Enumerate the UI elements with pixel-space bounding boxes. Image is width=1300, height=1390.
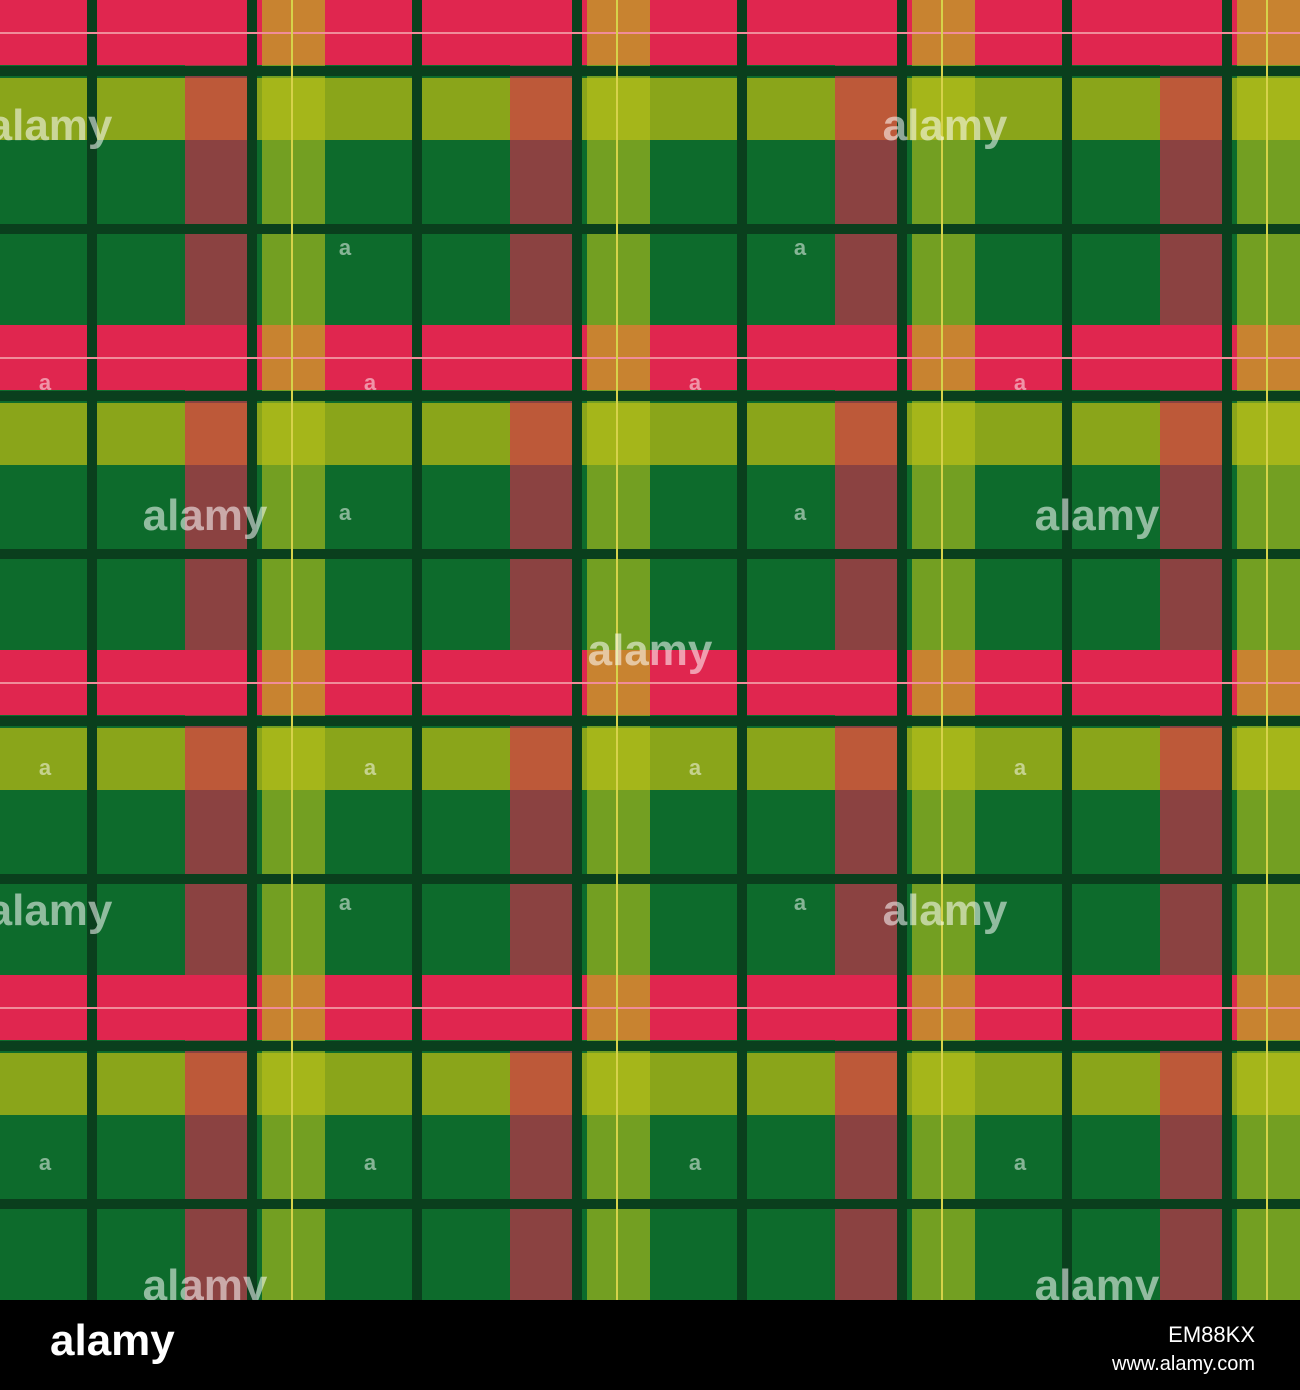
watermark-mark: a — [794, 500, 807, 525]
watermark-mark: a — [689, 755, 702, 780]
watermark: alamy — [1035, 491, 1160, 540]
watermark-mark: a — [689, 1150, 702, 1175]
watermark-mark: a — [39, 1150, 52, 1175]
image-id: EM88KX — [1168, 1322, 1255, 1347]
watermark-mark: a — [364, 755, 377, 780]
watermark-mark: a — [1014, 370, 1027, 395]
watermark: alamy — [143, 491, 268, 540]
watermark-mark: a — [339, 500, 352, 525]
footer-logo: alamy — [50, 1316, 175, 1365]
watermark-mark: a — [39, 370, 52, 395]
watermark-mark: a — [794, 235, 807, 260]
watermark-mark: a — [689, 370, 702, 395]
watermark: alamy — [0, 886, 113, 935]
watermark-mark: a — [364, 370, 377, 395]
watermark-mark: a — [39, 755, 52, 780]
watermark: alamy — [883, 101, 1008, 150]
watermark-mark: a — [1014, 755, 1027, 780]
watermark-mark: a — [339, 890, 352, 915]
tartan-pattern — [0, 0, 1300, 1300]
watermark: alamy — [588, 626, 713, 675]
watermark: alamy — [0, 101, 113, 150]
watermark-mark: a — [1014, 1150, 1027, 1175]
footer-bar — [0, 1300, 1300, 1390]
watermark-mark: a — [794, 890, 807, 915]
watermark: alamy — [883, 886, 1008, 935]
watermark-mark: a — [339, 235, 352, 260]
watermark-mark: a — [364, 1150, 377, 1175]
footer-url: www.alamy.com — [1111, 1353, 1255, 1375]
